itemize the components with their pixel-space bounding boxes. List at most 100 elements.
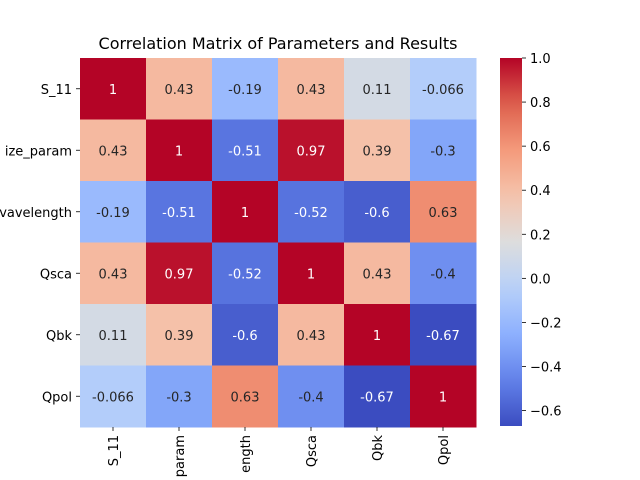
heatmap-cell	[278, 304, 345, 366]
colorbar	[500, 58, 522, 426]
cell-annotation: -0.19	[228, 83, 262, 98]
heatmap-cell	[344, 365, 411, 428]
column-label: Qbk	[371, 435, 386, 461]
heatmap-cell	[410, 304, 477, 366]
heatmap-cell	[212, 181, 279, 243]
cell-annotation: -0.3	[430, 144, 455, 159]
heatmap-cell	[146, 304, 213, 366]
heatmap-cell	[146, 365, 213, 428]
cell-annotation: 0.43	[99, 144, 128, 159]
colorbar-tick-label: 1.0	[530, 52, 551, 67]
cell-annotation: 0.43	[363, 267, 392, 282]
colorbar-tick-label: −0.2	[530, 316, 562, 331]
heatmap-cell	[212, 242, 279, 305]
cell-annotation: 0.97	[297, 144, 326, 159]
heatmap-cell	[212, 304, 279, 366]
heatmap-cell	[410, 242, 477, 305]
column-label: param	[173, 435, 188, 477]
colorbar-tick-label: 0.6	[530, 140, 551, 155]
cell-annotation: 0.63	[231, 390, 260, 405]
heatmap-cells	[80, 58, 477, 428]
heatmap-cell	[278, 58, 345, 120]
column-label: Qsca	[305, 435, 320, 467]
cell-annotation: -0.52	[294, 206, 328, 221]
cell-annotation: 1	[439, 390, 447, 405]
heatmap-cell	[80, 242, 147, 305]
cell-annotation: -0.52	[228, 267, 262, 282]
cell-annotations: 1 0.43 -0.19 0.43 0.11 -0.066 0.43 1 -0.51 0.97 0.…	[92, 83, 464, 406]
cell-annotation: 0.43	[99, 267, 128, 282]
heatmap-cell	[212, 365, 279, 428]
heatmap-cell	[344, 242, 411, 305]
cell-annotation: 0.11	[99, 329, 128, 344]
row-label: ize_param	[5, 144, 72, 159]
column-label: S_11	[107, 435, 122, 466]
colorbar-tick-label: 0.4	[530, 184, 551, 199]
heatmap-cell	[410, 365, 477, 428]
cell-annotation: 0.39	[363, 144, 392, 159]
row-label: vavelength	[0, 206, 72, 221]
heatmap-cell	[80, 365, 147, 428]
heatmap-cell	[278, 119, 345, 182]
heatmap-cell	[146, 242, 213, 305]
row-label: Qpol	[42, 390, 72, 405]
cell-annotation: 0.11	[363, 83, 392, 98]
cell-annotation: 0.97	[165, 267, 194, 282]
cell-annotation: -0.3	[166, 390, 191, 405]
chart-title: Correlation Matrix of Parameters and Res…	[99, 34, 458, 53]
cell-annotation: 1	[109, 83, 117, 98]
heatmap-cell	[80, 58, 147, 120]
colorbar-axis: 1.0 0.8 0.6 0.4 0.2 0.0 −0.2 −0.4 −0.6	[522, 52, 562, 420]
column-label: Qpol	[437, 435, 452, 465]
row-label: S_11	[41, 83, 72, 98]
heatmap-cell	[278, 181, 345, 243]
cell-annotation: 0.39	[165, 329, 194, 344]
cell-annotation: -0.066	[92, 390, 134, 405]
row-label: Qbk	[46, 329, 72, 344]
heatmap-cell	[146, 119, 213, 182]
cell-annotation: 0.43	[297, 329, 326, 344]
colorbar-tick-label: 0.8	[530, 96, 551, 111]
cell-annotation: 1	[373, 329, 381, 344]
cell-annotation: 0.63	[429, 206, 458, 221]
cell-annotation: -0.67	[426, 329, 460, 344]
colorbar-tick-label: 0.0	[530, 272, 551, 287]
heatmap-cell	[146, 181, 213, 243]
heatmap-cell	[278, 242, 345, 305]
heatmap-cell	[344, 58, 411, 120]
heatmap-cell	[410, 119, 477, 182]
heatmap-cell	[212, 58, 279, 120]
cell-annotation: -0.6	[232, 329, 257, 344]
heatmap-cell	[344, 304, 411, 366]
colorbar-tick-label: −0.4	[530, 361, 562, 376]
row-axis: S_11 ize_param vavelength Qsca Qbk Qpol	[0, 83, 80, 405]
heatmap-cell	[410, 181, 477, 243]
heatmap-cell	[410, 58, 477, 120]
heatmap-cell	[344, 119, 411, 182]
cell-annotation: -0.51	[162, 206, 196, 221]
cell-annotation: 1	[175, 144, 183, 159]
cell-annotation: -0.6	[364, 206, 389, 221]
heatmap-cell	[146, 58, 213, 120]
heatmap-cell	[212, 119, 279, 182]
cell-annotation: 1	[241, 206, 249, 221]
heatmap-cell	[80, 119, 147, 182]
cell-annotation: -0.4	[298, 390, 323, 405]
cell-annotation: 0.43	[297, 83, 326, 98]
cell-annotation: -0.67	[360, 390, 394, 405]
heatmap-cell	[80, 181, 147, 243]
heatmap-cell	[344, 181, 411, 243]
row-label: Qsca	[40, 267, 72, 282]
cell-annotation: 0.43	[165, 83, 194, 98]
cell-annotation: -0.19	[96, 206, 130, 221]
cell-annotation: -0.066	[422, 83, 464, 98]
cell-annotation: 1	[307, 267, 315, 282]
heatmap-cell	[80, 304, 147, 366]
column-axis: S_11 param ength Qsca Qbk Qpol	[107, 427, 452, 477]
cell-annotation: -0.4	[430, 267, 455, 282]
heatmap-cell	[278, 365, 345, 428]
cell-annotation: -0.51	[228, 144, 262, 159]
colorbar-tick-label: 0.2	[530, 228, 551, 243]
column-label: ength	[239, 435, 254, 473]
